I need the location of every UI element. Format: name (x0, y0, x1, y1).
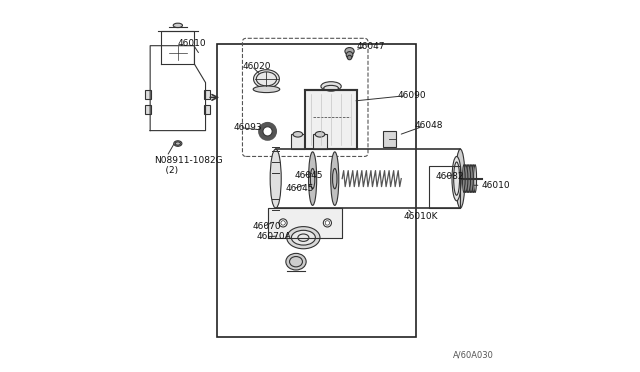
Text: 46010K: 46010K (403, 212, 438, 221)
Text: 46082: 46082 (436, 172, 464, 181)
Ellipse shape (474, 165, 477, 192)
Text: A/60A030: A/60A030 (452, 350, 493, 359)
Ellipse shape (345, 48, 354, 55)
Ellipse shape (263, 127, 272, 136)
Bar (204, 105, 211, 114)
Polygon shape (268, 208, 342, 238)
Ellipse shape (348, 55, 352, 60)
Ellipse shape (173, 23, 182, 28)
Bar (429, 166, 460, 208)
Ellipse shape (467, 165, 470, 192)
Ellipse shape (463, 165, 465, 192)
Bar (216, 44, 416, 337)
Bar (145, 90, 151, 99)
Ellipse shape (293, 132, 303, 137)
Bar (204, 90, 211, 99)
Text: 46070: 46070 (253, 222, 282, 231)
Text: 46010: 46010 (178, 39, 207, 48)
Text: N08911-1082G
    (2): N08911-1082G (2) (154, 156, 223, 175)
Ellipse shape (323, 219, 332, 227)
Text: 46090: 46090 (397, 91, 426, 100)
Ellipse shape (287, 227, 320, 249)
Ellipse shape (472, 165, 475, 192)
Bar (383, 131, 396, 147)
Bar (314, 134, 326, 149)
Bar (145, 105, 151, 114)
Ellipse shape (346, 52, 353, 58)
Ellipse shape (466, 165, 468, 192)
Ellipse shape (253, 70, 280, 88)
Ellipse shape (253, 86, 280, 93)
Ellipse shape (279, 219, 287, 227)
Text: 46045: 46045 (286, 185, 314, 193)
Text: 46010: 46010 (482, 181, 510, 190)
Ellipse shape (270, 149, 281, 208)
Ellipse shape (470, 165, 474, 192)
Ellipse shape (452, 157, 461, 201)
Text: 46070A: 46070A (257, 232, 291, 241)
Text: 46048: 46048 (414, 121, 443, 129)
Ellipse shape (464, 165, 467, 192)
Ellipse shape (308, 152, 317, 205)
Bar (291, 134, 305, 149)
Text: 46093: 46093 (233, 123, 262, 132)
Ellipse shape (456, 149, 465, 208)
Ellipse shape (291, 230, 316, 245)
Ellipse shape (469, 165, 472, 192)
Text: 46020: 46020 (243, 61, 271, 71)
Text: 46045: 46045 (295, 171, 323, 180)
Ellipse shape (286, 253, 306, 270)
Text: 46047: 46047 (357, 42, 385, 51)
Ellipse shape (321, 82, 341, 91)
Ellipse shape (331, 152, 339, 205)
Bar (305, 90, 357, 149)
Ellipse shape (316, 132, 324, 137)
Ellipse shape (174, 141, 182, 146)
